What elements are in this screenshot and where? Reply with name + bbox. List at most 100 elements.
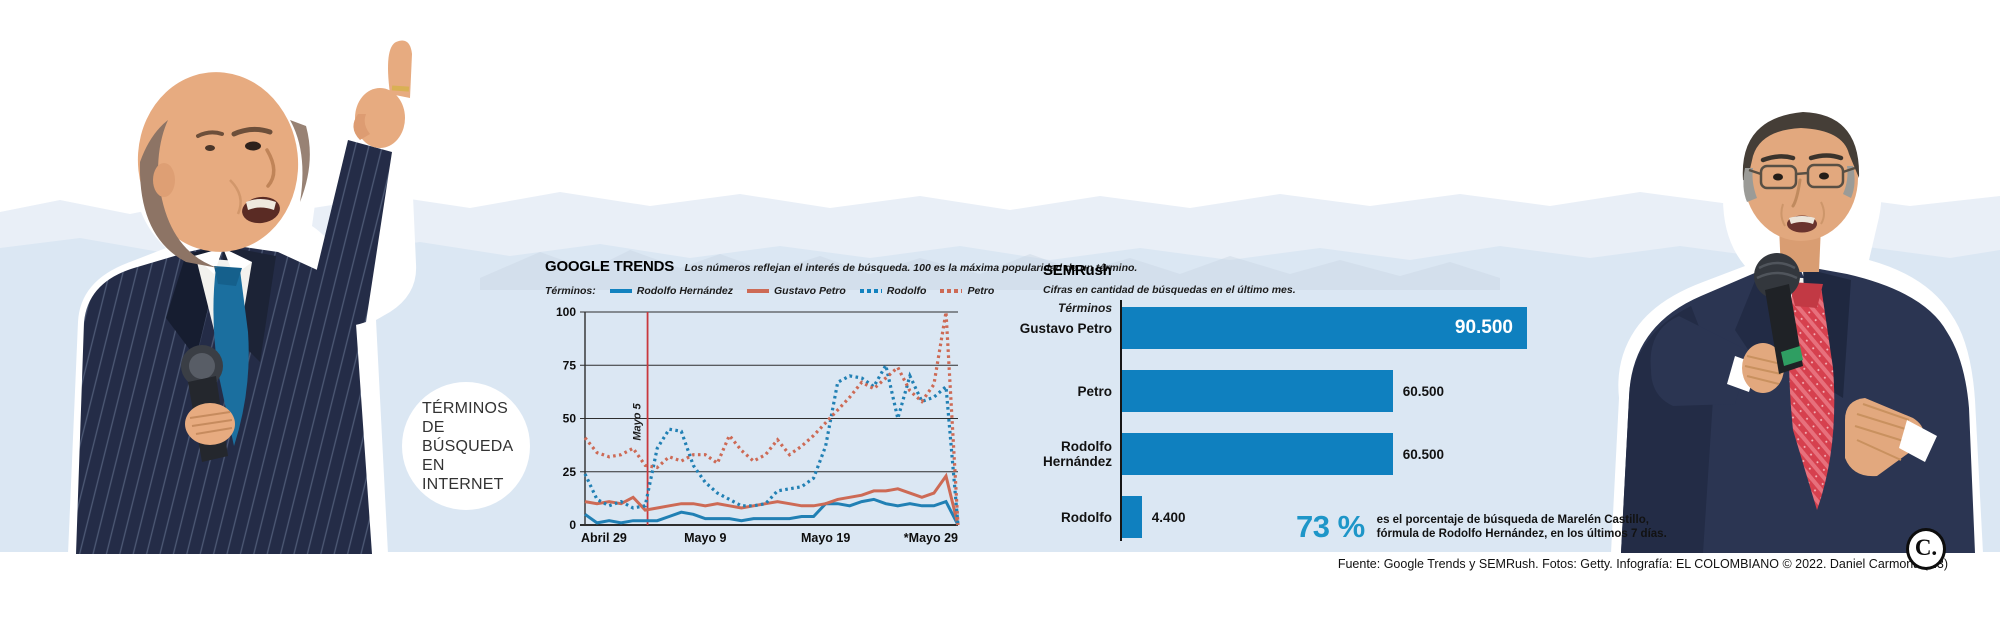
badge-line-1: TÉRMINOS DE [422, 399, 509, 436]
semrush-subtitle: Cifras en cantidad de búsquedas en el úl… [1043, 284, 1296, 296]
nose [1791, 178, 1802, 208]
series-line-gustavo-petro [584, 472, 960, 526]
bar-category-label: Petro [1077, 383, 1112, 399]
gray-temple-right [1843, 166, 1855, 198]
bar-value-label: 4.400 [1151, 509, 1186, 525]
series-line-rodolfo [583, 360, 960, 526]
solid-coral-swatch-icon [747, 289, 770, 293]
bar-value-label: 60.500 [1402, 446, 1444, 462]
thumb [353, 114, 370, 140]
mountain-texture [480, 250, 1500, 290]
nose [265, 148, 276, 188]
bar-category-label: Gustavo Petro [1019, 320, 1112, 336]
smile-lines [1780, 201, 1825, 227]
stat-callout: 73 % es el porcentaje de búsqueda de Mar… [1296, 509, 1667, 544]
google-trends-header: GOOGLE TRENDS Los números reflejan el in… [545, 258, 1137, 276]
eyebrow-right [231, 126, 273, 137]
y-tick-label-0: 0 [569, 518, 576, 532]
badge-line-3: EN INTERNET [422, 456, 504, 493]
google-trends-section: GOOGLE TRENDS Los números reflejan el in… [545, 258, 1137, 558]
google-trends-line-chart: 0 25 50 75 100 Abril 29 Mayo 9 Mayo 19 *Mayo 29 M… [556, 305, 960, 545]
eyebrow-left [196, 130, 224, 138]
eye-right [1819, 172, 1829, 180]
teeth [1789, 216, 1815, 224]
hair-side [139, 120, 218, 268]
x-tick-label--mayo-29: *Mayo 29 [904, 531, 958, 545]
glasses-bridge [1748, 166, 1856, 176]
semrush-bar-chart: Gustavo Petro 90.500 Petro 60.500 Rodolfo He… [995, 307, 1645, 538]
eye-right [245, 141, 261, 151]
teeth [246, 199, 276, 210]
hair [1742, 112, 1860, 182]
x-tick-label-abril-29: Abril 29 [581, 531, 627, 545]
bar-petro [1122, 370, 1393, 412]
y-tick-label-100: 100 [556, 305, 576, 319]
shirt-cuff-right [1899, 420, 1937, 462]
dotted-coral-swatch-icon [940, 289, 963, 293]
bar-value-label: 60.500 [1402, 383, 1444, 399]
semrush-axis-line [1120, 300, 1122, 541]
google-trends-subtitle: Los números reflejan el interés de búsqu… [684, 262, 1138, 274]
x-tick-label-mayo-19: Mayo 19 [801, 531, 850, 545]
bar-zone: 90.500 [1122, 307, 1645, 349]
y-tick-label-50: 50 [563, 412, 577, 426]
y-tick-label-75: 75 [563, 358, 577, 372]
bar-zone: 4.400 [1122, 496, 1645, 538]
title-badge: TÉRMINOS DE BÚSQUEDA EN INTERNET [402, 382, 530, 510]
bar-category-label: Rodolfo [1061, 509, 1112, 525]
google-trends-legend: Términos: Rodolfo Hernández Gustavo Petro… [545, 285, 995, 297]
hand-on-mic [1742, 343, 1784, 393]
bar-value-label: 90.500 [1454, 317, 1513, 338]
semrush-axis-label: Términos [1057, 301, 1112, 315]
semrush-title: SEMRush [1043, 262, 1112, 279]
microphone-mesh [1756, 261, 1798, 280]
semrush-header: SEMRush Cifras en cantidad de búsquedas … [1043, 262, 1645, 298]
gustavo-petro-photo [1611, 111, 1983, 553]
bar-zone: 60.500 [1122, 370, 1645, 412]
legend-item-label: Rodolfo Hernández [636, 285, 734, 297]
cheek-line [229, 179, 242, 215]
collar-right [223, 248, 252, 276]
stat-value: 73 % [1296, 509, 1365, 544]
stat-text-line-1: es el porcentaje de búsqueda de Marelén … [1376, 514, 1649, 526]
tie [213, 268, 249, 446]
tie-knot [1789, 282, 1823, 308]
legend-item-label: Gustavo Petro [774, 285, 846, 297]
ring [391, 85, 410, 92]
glasses-left-lens [1759, 164, 1798, 190]
mic-forearm-sleeve [1650, 316, 1751, 406]
source-credit: Fuente: Google Trends y SEMRush. Fotos: … [1337, 557, 1948, 571]
legend-item-rodolfo: Rodolfo [859, 285, 927, 297]
semrush-section: SEMRush Cifras en cantidad de búsquedas … [995, 262, 1645, 562]
y-tick-label-25: 25 [563, 465, 577, 479]
microphone-mesh [189, 353, 215, 379]
tie [1789, 284, 1835, 510]
bar-zone: 60.500 [1122, 433, 1645, 475]
finger-lines [189, 411, 233, 435]
eye-left [1773, 173, 1783, 181]
bar-row-petro: Petro 60.500 [995, 370, 1645, 412]
glasses-right-lens [1806, 163, 1845, 189]
eyebrow-left [1760, 154, 1796, 163]
annotation-label: Mayo 5 [632, 402, 644, 440]
tie-knot [214, 266, 242, 286]
legend-item-petro: Petro [940, 285, 994, 297]
bar-rodolfo [1122, 496, 1142, 538]
microphone-led-band [1781, 346, 1803, 366]
x-tick-label-mayo-9: Mayo 9 [684, 531, 726, 545]
stat-text-line-2: fórmula de Rodolfo Hernández, en los últ… [1376, 527, 1667, 540]
legend-item-rodolfo-hernandez: Rodolfo Hernández [609, 285, 734, 297]
google-trends-title: GOOGLE TRENDS [545, 258, 675, 275]
eye-left [205, 145, 215, 151]
rodolfo-hernandez-photo [68, 36, 426, 554]
open-hand-fingers [1854, 403, 1916, 461]
bar-gustavo-petro: 90.500 [1122, 307, 1527, 349]
finger-lines [1744, 355, 1782, 385]
series-line-rodolfo-hernandez [584, 497, 960, 526]
legend-item-label: Rodolfo [886, 285, 927, 297]
pointing-finger [388, 40, 412, 98]
legend-item-label: Petro [967, 285, 995, 297]
bar-category-label: Rodolfo Hernández [1042, 439, 1112, 469]
badge-line-2: BÚSQUEDA [422, 437, 514, 455]
